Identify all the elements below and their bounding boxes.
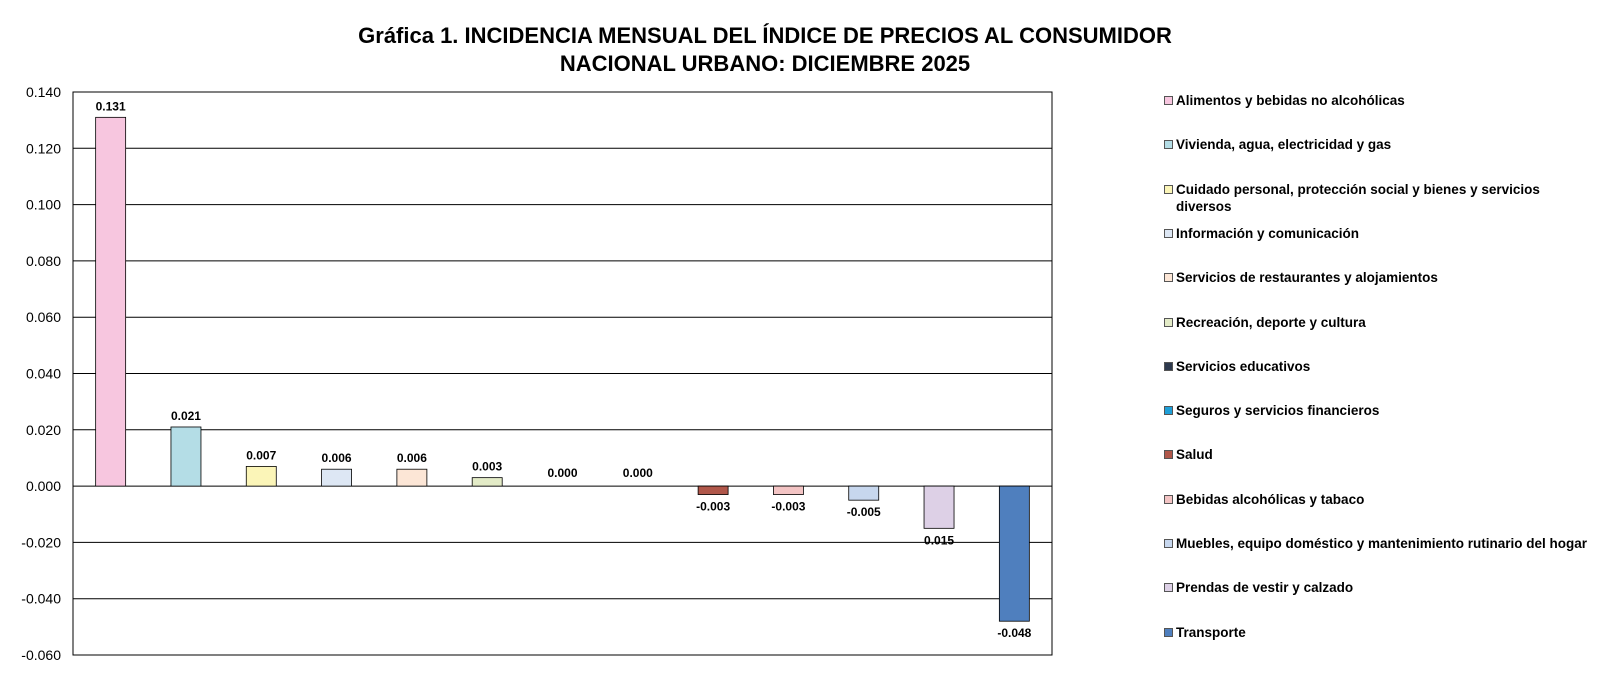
legend-swatch [1164,228,1173,238]
bar [170,426,202,487]
bar-value-label: 0.000 [547,466,577,480]
bar-value-label: 0.000 [623,466,653,480]
legend-swatch [1164,583,1173,593]
bar-chart: 0.140 0.120 0.100 0.080 0.060 0.040 0.020 0.000… [21,84,1053,663]
y-tick-label: 0.100 [26,197,61,213]
y-tick-label: 0.140 [26,84,61,100]
y-tick-label: 0.120 [26,140,61,156]
bar [471,477,503,487]
legend-item: Transporte [1164,624,1594,641]
legend-swatch [1164,184,1173,194]
bar-value-label: 0.015 [924,533,954,547]
bar-value-label: 0.006 [322,451,352,465]
legend-swatch [1164,406,1173,416]
bar [396,468,428,487]
legend-item: Cuidado personal, protección social y bi… [1164,181,1594,215]
legend-item: Prendas de vestir y calzado [1164,579,1594,596]
legend-swatch [1164,450,1173,460]
bar-value-label: 0.007 [246,448,276,462]
legend-swatch [1164,494,1173,504]
bar-value-label: -0.003 [696,500,730,514]
legend-item: Servicios de restaurantes y alojamientos [1164,269,1594,286]
bar-value-label: -0.005 [847,505,881,519]
legend-swatch [1164,627,1173,637]
legend-label: Información y comunicación [1176,225,1360,241]
bar [998,485,1030,622]
y-tick-label: -0.040 [21,591,61,607]
legend-label: Alimentos y bebidas no alcohólicas [1176,93,1405,108]
bar [321,468,352,487]
legend-label: Seguros y servicios financieros [1176,403,1380,419]
bar-value-label: 0.021 [171,409,201,423]
y-tick-label: 0.080 [26,253,61,269]
legend-swatch [1164,317,1173,327]
legend-item: Vivienda, agua, electricidad y gas [1164,136,1594,153]
legend-label: Salud [1176,447,1213,463]
bar [697,485,729,495]
y-tick-label: 0.040 [26,366,61,382]
y-tick-label: -0.060 [21,647,61,663]
bar-value-label: 0.131 [96,99,126,113]
bar-value-label: 0.003 [472,460,502,474]
legend-swatch [1164,140,1173,150]
legend-item: Información y comunicación [1164,225,1594,242]
y-tick-label: 0.000 [26,478,61,494]
legend-item: Seguros y servicios financieros [1164,402,1594,419]
legend-item: Servicios educativos [1164,358,1594,375]
bar-value-label: 0.006 [397,451,427,465]
bar [95,116,127,487]
legend-label: Transporte [1176,624,1246,640]
bar-value-label: -0.003 [771,500,805,514]
legend-label: Recreación, deporte y cultura [1176,314,1366,330]
bar [848,485,880,501]
legend-swatch [1164,273,1173,283]
bar [245,465,277,487]
y-tick-label: 0.020 [26,422,61,438]
legend-swatch [1164,539,1173,548]
bar [773,485,804,495]
bar [923,485,955,529]
legend-label: Cuidado personal, protección social y bi… [1176,181,1540,214]
legend-label: Muebles, equipo doméstico y mantenimient… [1176,536,1588,551]
y-tick-label: 0.060 [26,309,61,325]
legend-item: Bebidas alcohólicas y tabaco [1164,491,1594,508]
bar-value-label: -0.048 [997,626,1031,640]
chart-title: Gráfica 1. INCIDENCIA MENSUAL DEL ÍNDICE… [0,22,1530,78]
chart-title-line-2: NACIONAL URBANO: DICIEMBRE 2025 [559,51,971,76]
legend-item: Recreación, deporte y cultura [1164,314,1594,331]
y-tick-label: -0.020 [21,534,61,550]
legend-label: Prendas de vestir y calzado [1176,580,1354,596]
plot-area-frame [72,91,1053,656]
legend-label: Servicios educativos [1176,358,1311,374]
legend-swatch [1164,361,1173,371]
chart-title-line-1: Gráfica 1. INCIDENCIA MENSUAL DEL ÍNDICE… [358,23,1172,48]
legend-label: Servicios de restaurantes y alojamientos [1176,270,1438,286]
legend-swatch [1164,96,1173,105]
legend-item: Alimentos y bebidas no alcohólicas [1164,92,1594,109]
legend-item: Muebles, equipo doméstico y mantenimient… [1164,535,1594,552]
legend-item: Salud [1164,446,1594,463]
legend-label: Bebidas alcohólicas y tabaco [1176,491,1365,507]
legend-label: Vivienda, agua, electricidad y gas [1176,137,1392,153]
